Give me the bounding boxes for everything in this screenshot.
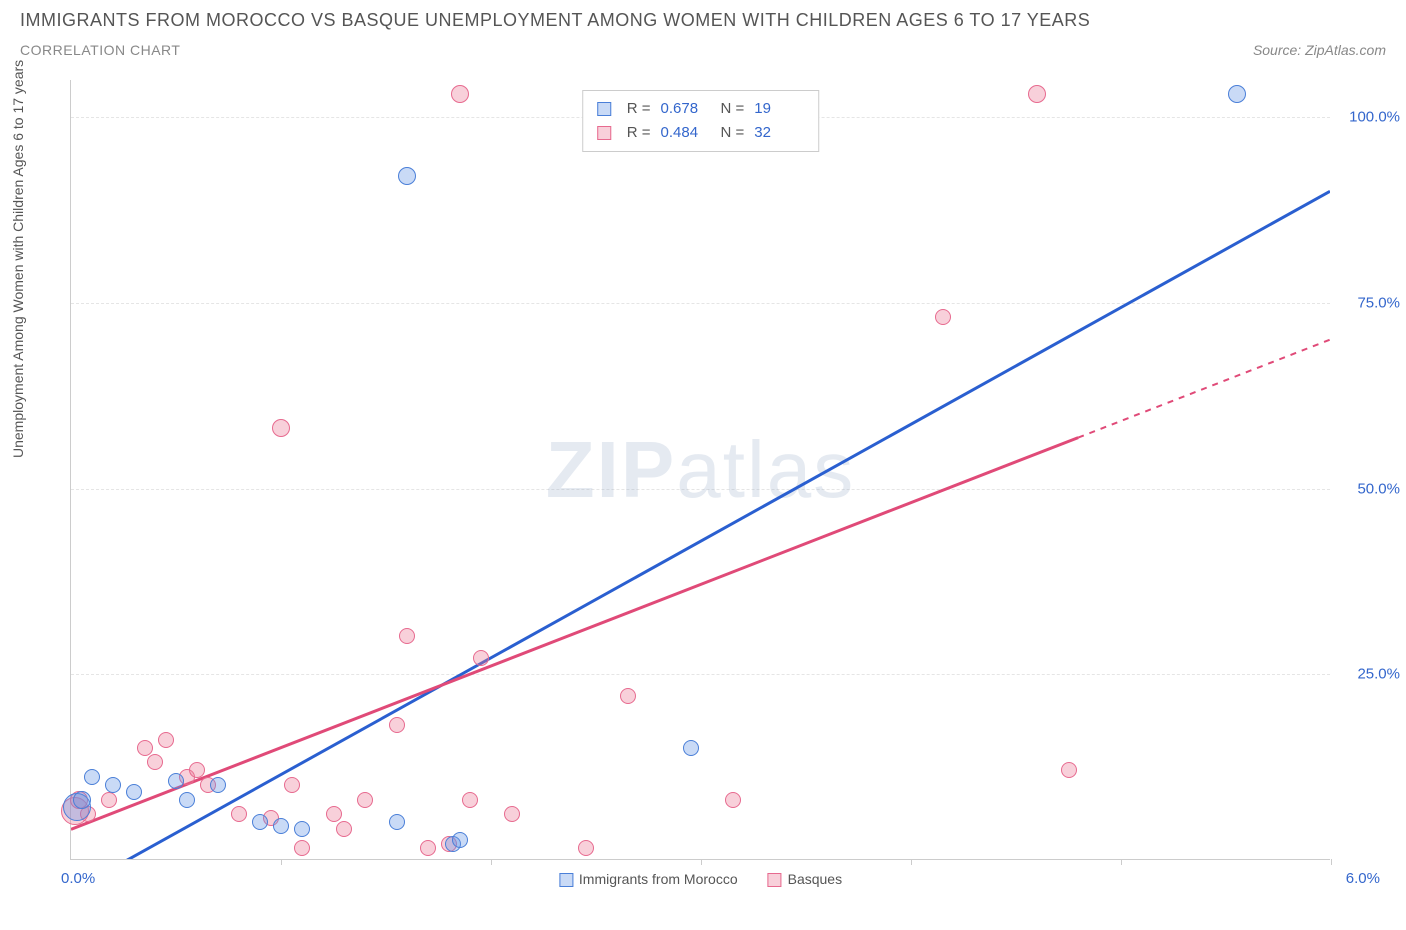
data-point-morocco [398, 167, 416, 185]
data-point-basques [399, 628, 415, 644]
series-legend: Immigrants from Morocco Basques [559, 871, 842, 887]
data-point-basques [725, 792, 741, 808]
data-point-morocco [105, 777, 121, 793]
regression-line-basques [71, 438, 1078, 830]
regression-line-morocco [102, 191, 1330, 859]
gridline [71, 674, 1330, 675]
regression-line-dashed-basques [1078, 340, 1330, 438]
legend-r-label: R = [627, 121, 651, 145]
data-point-basques [101, 792, 117, 808]
y-tick-label: 25.0% [1340, 666, 1400, 683]
data-point-basques [620, 688, 636, 704]
data-point-basques [473, 650, 489, 666]
data-point-morocco [1228, 85, 1246, 103]
correlation-legend: R = 0.678 N = 19 R = 0.484 N = 32 [582, 90, 820, 152]
data-point-basques [420, 840, 436, 856]
legend-swatch-basques [768, 873, 782, 887]
legend-r-label: R = [627, 97, 651, 121]
data-point-morocco [273, 818, 289, 834]
data-point-basques [272, 419, 290, 437]
data-point-basques [504, 806, 520, 822]
legend-swatch-morocco [559, 873, 573, 887]
bottom-legend-item-morocco: Immigrants from Morocco [559, 871, 738, 887]
data-point-basques [137, 740, 153, 756]
legend-n-label: N = [721, 97, 745, 121]
data-point-basques [451, 85, 469, 103]
legend-swatch-morocco [597, 102, 611, 116]
legend-n-value-morocco: 19 [754, 97, 804, 121]
legend-row-morocco: R = 0.678 N = 19 [597, 97, 805, 121]
x-axis-max-label: 6.0% [1346, 870, 1380, 887]
data-point-morocco [252, 814, 268, 830]
data-point-morocco [452, 832, 468, 848]
data-point-basques [1028, 85, 1046, 103]
gridline [71, 303, 1330, 304]
watermark: ZIPatlas [546, 424, 855, 516]
legend-r-value-basques: 0.484 [661, 121, 711, 145]
x-tick-mark [281, 859, 282, 865]
y-axis-label: Unemployment Among Women with Children A… [10, 60, 26, 458]
x-tick-mark [911, 859, 912, 865]
bottom-legend-label-morocco: Immigrants from Morocco [579, 871, 738, 887]
data-point-basques [284, 777, 300, 793]
data-point-morocco [73, 791, 91, 809]
y-tick-label: 75.0% [1340, 294, 1400, 311]
data-point-morocco [179, 792, 195, 808]
watermark-light: atlas [676, 425, 855, 514]
data-point-basques [336, 821, 352, 837]
regression-lines [71, 80, 1330, 859]
data-point-morocco [683, 740, 699, 756]
x-tick-mark [491, 859, 492, 865]
data-point-basques [189, 762, 205, 778]
chart-title: IMMIGRANTS FROM MOROCCO VS BASQUE UNEMPL… [20, 10, 1090, 31]
y-tick-label: 100.0% [1340, 109, 1400, 126]
data-point-basques [231, 806, 247, 822]
x-tick-mark [1121, 859, 1122, 865]
legend-swatch-basques [597, 126, 611, 140]
data-point-basques [357, 792, 373, 808]
bottom-legend-label-basques: Basques [788, 871, 842, 887]
data-point-morocco [294, 821, 310, 837]
data-point-basques [147, 754, 163, 770]
legend-n-value-basques: 32 [754, 121, 804, 145]
data-point-morocco [168, 773, 184, 789]
gridline [71, 489, 1330, 490]
data-point-basques [462, 792, 478, 808]
x-tick-mark [701, 859, 702, 865]
x-tick-mark [1331, 859, 1332, 865]
data-point-basques [935, 309, 951, 325]
data-point-morocco [210, 777, 226, 793]
legend-n-label: N = [721, 121, 745, 145]
data-point-basques [578, 840, 594, 856]
data-point-basques [294, 840, 310, 856]
chart-subtitle: CORRELATION CHART [20, 42, 180, 58]
data-point-basques [326, 806, 342, 822]
data-point-basques [158, 732, 174, 748]
data-point-morocco [84, 769, 100, 785]
data-point-basques [389, 717, 405, 733]
legend-r-value-morocco: 0.678 [661, 97, 711, 121]
scatter-chart: ZIPatlas R =0.678N =19R =0.484N =32 0.0%… [70, 80, 1330, 860]
watermark-bold: ZIP [546, 425, 676, 514]
data-point-morocco [389, 814, 405, 830]
source-attribution: Source: ZipAtlas.com [1253, 42, 1386, 58]
bottom-legend-item-basques: Basques [768, 871, 842, 887]
data-point-basques [1061, 762, 1077, 778]
y-tick-label: 50.0% [1340, 480, 1400, 497]
x-axis-min-label: 0.0% [61, 870, 95, 887]
data-point-morocco [126, 784, 142, 800]
legend-row-basques: R = 0.484 N = 32 [597, 121, 805, 145]
